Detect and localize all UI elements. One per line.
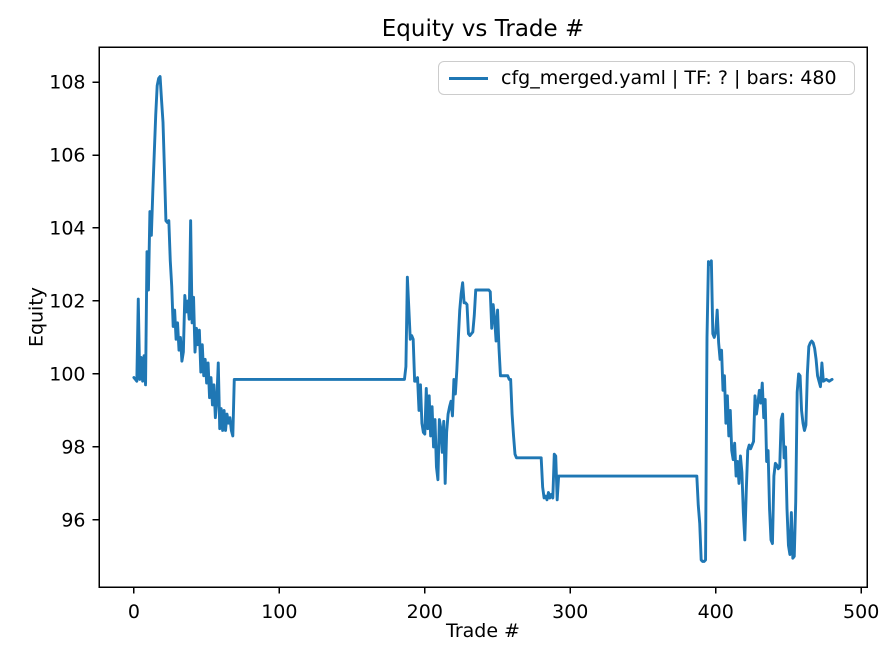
equity-line — [132, 75, 834, 563]
y-tick-label: 104 — [49, 217, 85, 239]
x-tick-label: 100 — [261, 601, 297, 623]
x-tick-label: 0 — [128, 601, 140, 623]
x-tick-label: 200 — [407, 601, 443, 623]
y-tick-label: 106 — [49, 145, 85, 167]
x-axis-label: Trade # — [446, 620, 520, 642]
y-tick-label: 108 — [49, 72, 85, 94]
y-tick-label: 98 — [61, 436, 85, 458]
x-tick-label: 400 — [698, 601, 734, 623]
x-tick-label: 500 — [843, 601, 879, 623]
y-axis-label: Equity — [25, 286, 48, 348]
y-tick-label: 96 — [61, 509, 85, 531]
chart-title: Equity vs Trade # — [381, 16, 585, 42]
legend: cfg_merged.yaml | TF: ? | bars: 480 — [438, 61, 855, 95]
legend-line-sample — [449, 76, 488, 80]
axes-frame — [98, 46, 868, 588]
x-tick-label: 300 — [552, 601, 588, 623]
y-tick-label: 102 — [49, 290, 85, 312]
legend-label: cfg_merged.yaml | TF: ? | bars: 480 — [501, 66, 837, 89]
y-tick-label: 100 — [49, 363, 85, 385]
